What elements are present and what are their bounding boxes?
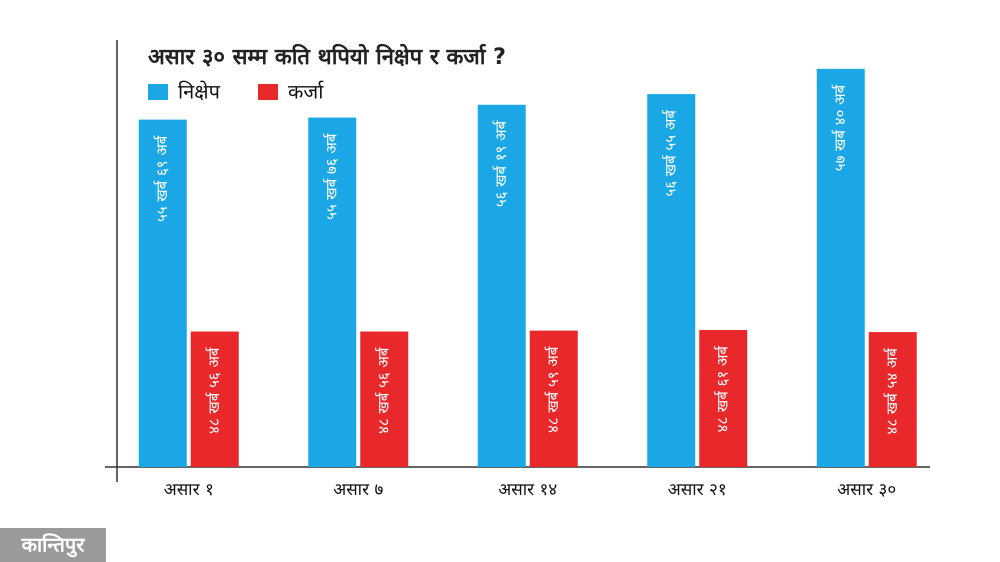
bar bbox=[138, 119, 187, 467]
value-label: ४८ खर्ब ६१ अर्ब bbox=[714, 345, 732, 432]
bar bbox=[529, 330, 578, 467]
bar bbox=[699, 330, 748, 467]
value-label: ५६ खर्ब १९ अर्ब bbox=[492, 120, 510, 207]
value-label: ४८ खर्ब ५४ अर्ब bbox=[883, 347, 901, 434]
bar bbox=[190, 331, 239, 467]
legend-label: निक्षेप bbox=[178, 80, 221, 104]
bar bbox=[868, 332, 917, 467]
x-tick-label: असार १४ bbox=[498, 480, 557, 500]
value-label: ५५ खर्ब ६९ अर्ब bbox=[153, 135, 171, 222]
value-label: ४८ खर्ब ५६ अर्ब bbox=[375, 347, 393, 434]
value-label: ५६ खर्ब ५५ अर्ब bbox=[662, 109, 680, 196]
value-label: ४८ खर्ब ५६ अर्ब bbox=[205, 347, 223, 434]
x-tick-label: असार ७ bbox=[333, 480, 383, 500]
x-tick-label: असार १ bbox=[164, 480, 214, 500]
chart-title: असार ३० सम्म कति थपियो निक्षेप र कर्जा ? bbox=[148, 43, 506, 70]
value-label: ५५ खर्ब ७६ अर्ब bbox=[323, 133, 341, 220]
watermark: कान्तिपुर bbox=[21, 533, 86, 558]
watermark-bg bbox=[0, 528, 106, 562]
bar bbox=[477, 104, 526, 467]
x-tick-label: असार २१ bbox=[668, 480, 727, 500]
legend-swatch bbox=[258, 84, 278, 100]
bar bbox=[647, 94, 696, 467]
bar bbox=[816, 68, 865, 467]
x-tick-label: असार ३० bbox=[837, 480, 896, 500]
value-label: ५७ खर्ब ४० अर्ब bbox=[831, 84, 849, 171]
bar bbox=[308, 117, 357, 467]
value-label: ४८ खर्ब ५९ अर्ब bbox=[544, 346, 562, 433]
bar bbox=[360, 331, 409, 467]
legend-label: कर्जा bbox=[288, 80, 324, 104]
legend-swatch bbox=[148, 84, 168, 100]
